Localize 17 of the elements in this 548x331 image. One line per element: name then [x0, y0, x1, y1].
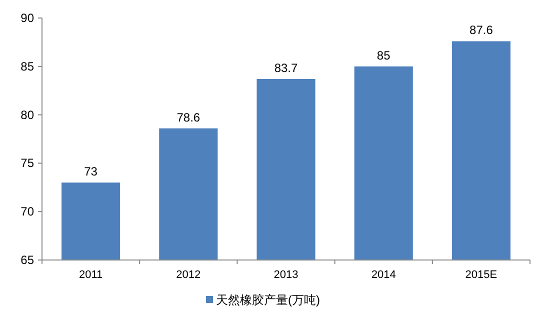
- x-tick-label: 2013: [274, 269, 298, 281]
- data-label: 83.7: [274, 60, 298, 75]
- x-tick-label: 2015E: [465, 269, 498, 281]
- y-tick-label: 65: [20, 253, 34, 267]
- y-tick-label: 85: [20, 59, 34, 74]
- legend-label: 天然橡胶产量(万吨): [216, 293, 320, 307]
- data-label: 73: [84, 164, 98, 179]
- y-tick-label: 80: [20, 108, 34, 122]
- x-tick-label: 2014: [371, 269, 396, 281]
- y-tick-label: 90: [20, 11, 34, 25]
- x-tick-label: 2012: [176, 269, 201, 281]
- data-label: 87.6: [470, 23, 494, 38]
- y-tick-label: 75: [20, 156, 34, 170]
- y-tick-label: 70: [20, 204, 34, 219]
- x-tick-label: 2011: [78, 269, 103, 281]
- data-label: 78.6: [176, 110, 200, 124]
- data-label: 85: [376, 48, 391, 62]
